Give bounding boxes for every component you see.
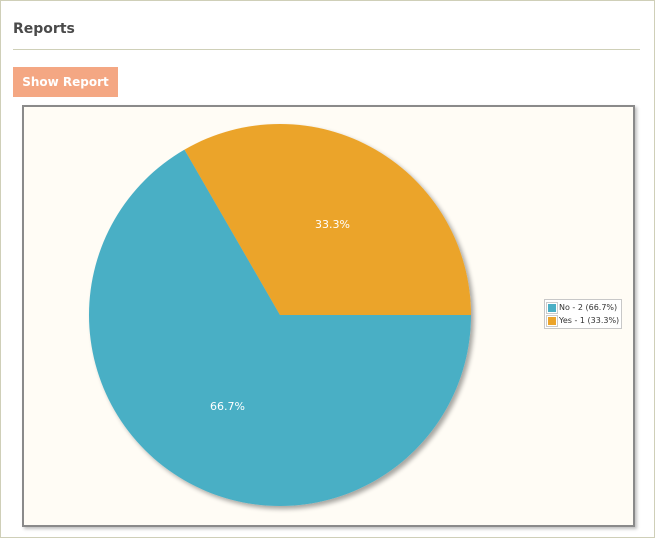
slice-label-yes: 33.3% — [315, 218, 350, 231]
legend-label: Yes - 1 (33.3%) — [559, 316, 620, 325]
legend-item-yes: Yes - 1 (33.3%) — [546, 314, 620, 327]
legend-item-no: No - 2 (66.7%) — [546, 301, 619, 314]
panel-title: Reports — [13, 21, 75, 37]
pie-chart: 66.7% 33.3% — [89, 124, 472, 506]
show-report-button[interactable]: Show Report — [13, 67, 118, 97]
pie-slice-no[interactable] — [89, 149, 471, 506]
legend-swatch — [546, 314, 558, 327]
chart-frame: 66.7% 33.3% No - 2 (66.7%) Yes - 1 (33.3%) — [22, 105, 635, 527]
pie-slice-yes[interactable] — [184, 124, 472, 315]
title-divider — [13, 49, 640, 50]
legend-swatch — [546, 301, 558, 314]
slice-label-no: 66.7% — [210, 400, 245, 413]
legend-label: No - 2 (66.7%) — [559, 303, 618, 312]
chart-legend: No - 2 (66.7%) Yes - 1 (33.3%) — [544, 299, 623, 329]
